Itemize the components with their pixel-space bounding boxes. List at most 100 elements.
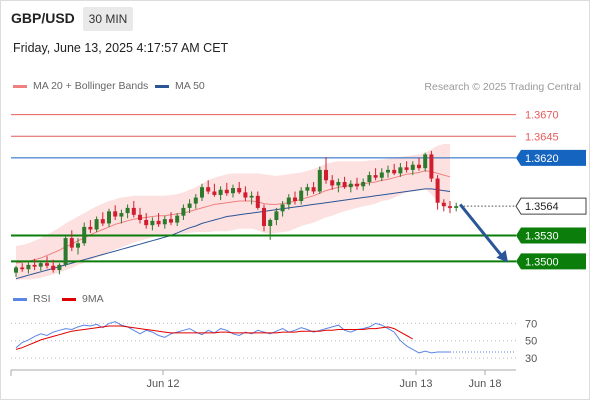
candle-body bbox=[454, 206, 459, 208]
candle bbox=[379, 168, 384, 182]
candle bbox=[348, 180, 353, 193]
candle bbox=[299, 187, 304, 205]
rsi-swatch bbox=[13, 297, 27, 301]
candle-body bbox=[317, 169, 322, 192]
forecast-arrow-head bbox=[496, 250, 508, 263]
candle bbox=[237, 182, 242, 195]
candle-body bbox=[94, 219, 99, 230]
candle bbox=[423, 152, 428, 172]
rsi-line bbox=[15, 321, 450, 354]
candle bbox=[212, 183, 217, 197]
candle bbox=[119, 209, 124, 224]
level-label: 1.3500 bbox=[525, 256, 559, 268]
candle bbox=[280, 200, 285, 217]
candle-body bbox=[311, 187, 316, 192]
candle bbox=[311, 182, 316, 195]
candle bbox=[57, 263, 62, 275]
candle-body bbox=[200, 187, 204, 198]
candle bbox=[417, 157, 421, 171]
candle bbox=[448, 200, 452, 214]
candle bbox=[51, 259, 56, 273]
candle bbox=[69, 230, 74, 252]
candle bbox=[231, 184, 235, 198]
candle bbox=[32, 258, 37, 271]
candle-body bbox=[100, 219, 105, 224]
candle bbox=[243, 186, 248, 201]
candle-body bbox=[441, 202, 446, 207]
candle bbox=[218, 186, 223, 201]
candle-body bbox=[305, 187, 310, 191]
candle bbox=[193, 194, 198, 209]
candle bbox=[435, 175, 440, 210]
legend-ma20-bb: MA 20 + Bollinger Bands bbox=[13, 80, 148, 92]
level-tag bbox=[516, 227, 586, 244]
candle-body bbox=[367, 175, 372, 183]
candles bbox=[14, 150, 459, 277]
candle-body bbox=[324, 169, 328, 181]
candle-body bbox=[361, 182, 366, 187]
candle bbox=[429, 150, 434, 183]
candle bbox=[156, 213, 161, 227]
candle bbox=[63, 235, 68, 267]
candle-body bbox=[336, 182, 341, 186]
ma50-swatch bbox=[155, 84, 169, 88]
legend-rsi: RSI bbox=[13, 293, 51, 305]
candle bbox=[330, 175, 335, 190]
candle bbox=[324, 156, 328, 184]
candle-body bbox=[88, 226, 93, 230]
candle-body bbox=[342, 182, 347, 188]
candle bbox=[367, 171, 372, 186]
symbol-title: GBP/USD bbox=[11, 10, 75, 26]
candle-body bbox=[386, 169, 390, 173]
candle-body bbox=[14, 267, 18, 273]
candle-body bbox=[224, 189, 229, 194]
candle bbox=[76, 238, 80, 255]
rsi-panel: 70 50 30 bbox=[11, 318, 537, 365]
candle bbox=[386, 165, 390, 178]
candle bbox=[206, 180, 211, 195]
candle-body bbox=[144, 219, 149, 226]
level-1-3564: 1.3564 bbox=[460, 197, 587, 215]
candle-body bbox=[429, 154, 434, 179]
candle-body bbox=[82, 226, 87, 244]
candle-body bbox=[162, 219, 167, 225]
level-tag bbox=[516, 149, 586, 166]
candle-body bbox=[237, 188, 242, 193]
candle bbox=[162, 215, 167, 229]
candle bbox=[181, 204, 186, 220]
legend-ma50: MA 50 bbox=[155, 80, 205, 92]
candle-body bbox=[255, 195, 260, 208]
level-tag bbox=[515, 197, 587, 215]
candle-body bbox=[293, 197, 297, 201]
candle bbox=[187, 199, 192, 214]
candle bbox=[342, 176, 347, 189]
candle bbox=[249, 191, 254, 205]
candle-body bbox=[107, 211, 111, 224]
candle-body bbox=[410, 164, 415, 170]
candle bbox=[45, 256, 49, 269]
ma20-swatch bbox=[13, 84, 27, 88]
candle-body bbox=[330, 180, 335, 186]
forecast-arrow-shaft bbox=[459, 203, 505, 259]
candle bbox=[255, 191, 260, 210]
candle-body bbox=[32, 264, 37, 267]
candle bbox=[274, 207, 279, 226]
legend-ma20-label: MA 20 + Bollinger Bands bbox=[33, 80, 149, 92]
candle-body bbox=[355, 183, 359, 187]
candle bbox=[107, 208, 111, 227]
candle bbox=[398, 163, 403, 177]
candle bbox=[454, 202, 459, 212]
candle-body bbox=[417, 164, 421, 169]
candle-body bbox=[45, 263, 49, 266]
candle-body bbox=[280, 204, 285, 212]
candle bbox=[144, 213, 149, 229]
candle bbox=[125, 204, 130, 219]
candle bbox=[169, 212, 173, 226]
candle bbox=[224, 182, 229, 196]
level-1-3500: 1.3500 bbox=[11, 253, 586, 270]
candle bbox=[410, 161, 415, 176]
ma9-swatch bbox=[62, 297, 76, 301]
timeframe-badge[interactable]: 30 MIN bbox=[83, 7, 133, 31]
level-label: 1.3620 bbox=[525, 153, 559, 165]
